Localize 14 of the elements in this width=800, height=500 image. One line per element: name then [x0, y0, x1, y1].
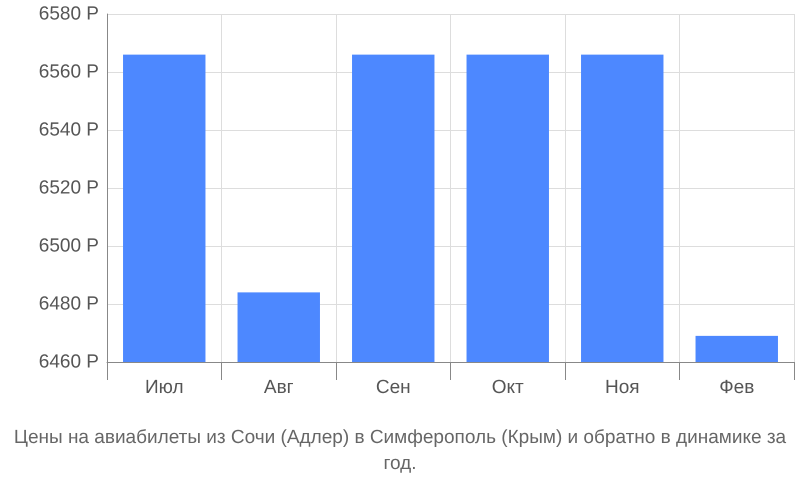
x-tick-label: Июл	[144, 377, 184, 398]
y-tick-label: 6540 Р	[38, 120, 99, 140]
x-tick-label: Окт	[492, 377, 524, 398]
y-tick-label: 6500 Р	[38, 236, 99, 256]
y-tick-label: 6480 Р	[38, 294, 99, 314]
y-tick-label: 6580 Р	[38, 4, 99, 24]
x-tick-label: Ноя	[604, 377, 640, 398]
y-tick-label: 6520 Р	[38, 178, 99, 198]
y-tick-label: 6560 Р	[38, 62, 99, 82]
text: Цены на авиабилеты из Сочи (Адлер) в Симферополь (Крым) и обратно в динамике за год.	[12, 426, 788, 476]
y-tick-label: 6460 Р	[38, 352, 99, 372]
x-tick-label: Авг	[264, 377, 294, 398]
x-tick-label: Фев	[719, 377, 754, 398]
x-tick-label: Сен	[376, 377, 411, 398]
